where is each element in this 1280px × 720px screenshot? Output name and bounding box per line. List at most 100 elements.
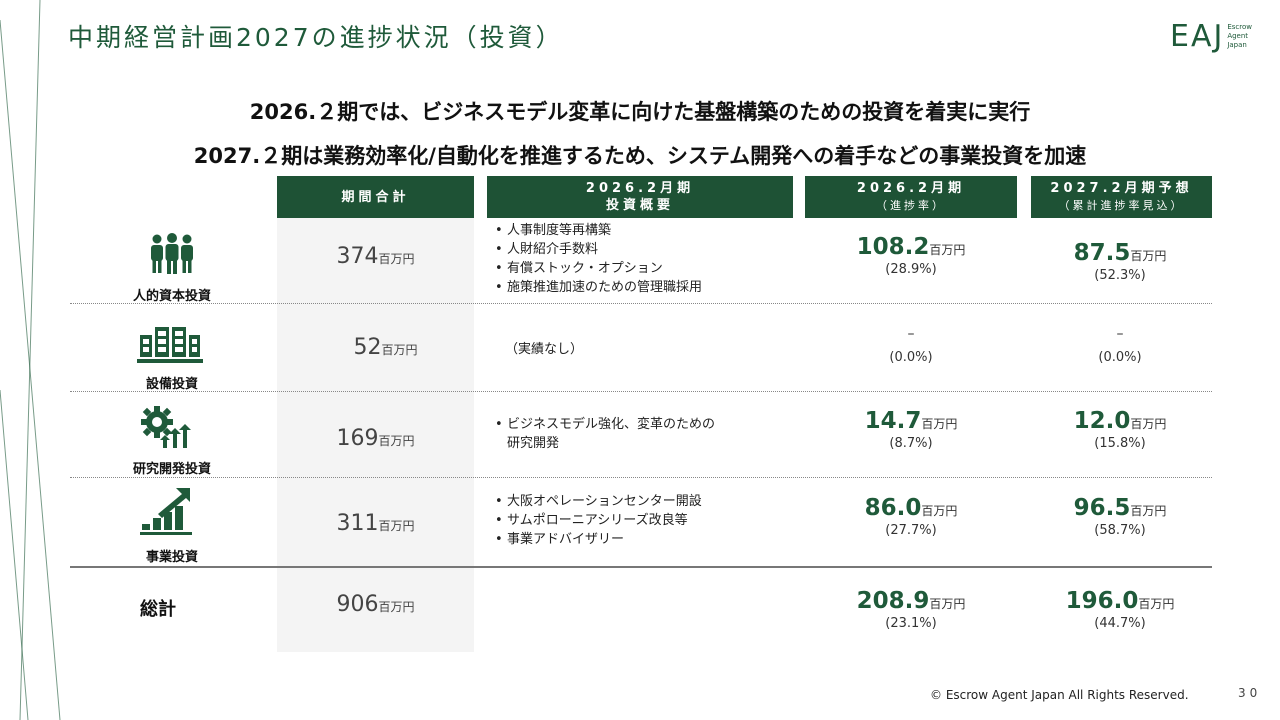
grand-total-label: 総計 [140,599,176,620]
gear-arrows-icon [141,406,191,448]
column-header-overview-line1: 2026.2月期 [585,181,695,196]
progress-rate: (8.7%) [889,436,933,451]
total-column-background [277,218,474,652]
fy2027-rnd: 12.0百万円 (15.8%) [1020,408,1220,451]
row-label-human-capital: 人的資本投資 [132,289,211,304]
value: 196.0 [1065,588,1139,614]
fy2026-grand-total: 208.9百万円 (23.1%) [805,588,1017,631]
overview-rnd: ビジネスモデル強化、変革のための 研究開発 [495,415,715,453]
column-header-fy2026-line2: （進捗率） [876,199,946,212]
row-label-business: 事業投資 [145,550,198,565]
fy2027-equipment: – (0.0%) [1020,326,1220,365]
unit: 百万円 [1130,249,1167,263]
list-item: 人財紹介手数料 [495,240,702,259]
page-title: 中期経営計画2027の進捗状況（投資） [68,23,564,52]
progress-rate: (27.7%) [885,523,937,538]
column-header-overview: 2026.2月期 投資概要 [487,176,793,218]
row-label-rnd: 研究開発投資 [132,462,211,477]
overview-business: 大阪オペレーションセンター開設 サムポローニアシリーズ改良等 事業アドバイザリー [495,492,702,549]
value: 208.9 [856,588,930,614]
column-header-fy2027-line1: 2027.2月期予想 [1050,181,1193,196]
fy2026-business: 86.0百万円 (27.7%) [805,495,1017,538]
column-header-fy2027-line2: （累計進捗率見込） [1058,199,1185,212]
column-header-overview-line2: 投資概要 [605,198,674,213]
value: 14.7 [864,408,922,434]
logo-sub-2: Agent [1227,32,1249,40]
unit: 百万円 [1130,504,1167,518]
column-header-fy2027: 2027.2月期予想 （累計進捗率見込） [1031,176,1212,218]
list-item: 事業アドバイザリー [495,530,702,549]
row-total-rnd: 169百万円 [277,426,474,451]
unit: 百万円 [921,417,958,431]
fy2026-equipment: – (0.0%) [805,326,1017,365]
row-label-equipment: 設備投資 [145,377,198,392]
growth-chart-icon [140,488,192,535]
unit: 百万円 [929,597,966,611]
progress-rate: (28.9%) [885,262,937,277]
logo-subtext: Escrow Agent Japan [1227,23,1252,50]
value: 87.5 [1073,240,1131,266]
company-logo: EAJ Escrow Agent Japan [1170,20,1252,54]
row-divider [70,303,1212,304]
logo-sub-1: Escrow [1227,23,1252,31]
value: 108.2 [856,234,930,260]
headline-1: 2026.２期では、ビジネスモデル変革に向けた基盤構築のための投資を着実に実行 [249,100,1031,124]
building-icon [137,327,203,363]
unit: 百万円 [1130,417,1167,431]
total-value: 906 [336,592,379,617]
value: 96.5 [1073,495,1131,521]
list-item: 大阪オペレーションセンター開設 [495,492,702,511]
unit: 百万円 [381,343,418,357]
list-item: 施策推進加速のための管理職採用 [495,278,702,297]
page-number: 30 [1238,686,1262,700]
progress-rate: (0.0%) [889,350,933,365]
overview-human-capital: 人事制度等再構築 人財紹介手数料 有償ストック・オプション 施策推進加速のための… [495,221,702,297]
progress-rate: (23.1%) [885,616,937,631]
unit: 百万円 [1138,597,1175,611]
copyright-footer: © Escrow Agent Japan All Rights Reserved… [930,688,1189,702]
unit: 百万円 [378,519,415,533]
unit: 百万円 [378,252,415,266]
list-item: サムポローニアシリーズ改良等 [495,511,702,530]
list-item: 人事制度等再構築 [495,221,702,240]
logo-mark: EAJ [1170,19,1225,54]
list-item-continued: 研究開発 [507,436,560,451]
row-total-business: 311百万円 [277,511,474,536]
total-value: 52 [353,335,382,360]
value: 12.0 [1073,408,1131,434]
row-divider [70,391,1212,392]
progress-rate: (52.3%) [1094,268,1146,283]
overview-equipment: （実績なし） [505,342,584,357]
row-total-human-capital: 374百万円 [277,244,474,269]
row-divider [70,477,1212,478]
fy2027-human-capital: 87.5百万円 (52.3%) [1020,240,1220,283]
fy2027-business: 96.5百万円 (58.7%) [1020,495,1220,538]
list-item: ビジネスモデル強化、変革のための [495,415,715,434]
total-divider [70,566,1212,568]
value: – [1116,326,1124,342]
progress-rate: (44.7%) [1094,616,1146,631]
fy2026-rnd: 14.7百万円 (8.7%) [805,408,1017,451]
headline-2: 2027.２期は業務効率化/自動化を推進するため、システム開発への着手などの事業… [193,144,1087,168]
column-header-fy2026: 2026.2月期 （進捗率） [805,176,1017,218]
progress-rate: (15.8%) [1094,436,1146,451]
total-value: 311 [336,511,379,536]
unit: 百万円 [378,434,415,448]
column-header-total: 期間合計 [277,176,474,218]
column-header-fy2026-line1: 2026.2月期 [856,181,966,196]
total-value: 374 [336,244,379,269]
fy2026-human-capital: 108.2百万円 (28.9%) [805,234,1017,277]
column-header-total-label: 期間合計 [341,189,410,205]
value: 86.0 [864,495,922,521]
row-total-equipment: 52百万円 [277,335,474,360]
progress-rate: (58.7%) [1094,523,1146,538]
list-item: 有償ストック・オプション [495,259,702,278]
people-icon [151,233,193,274]
unit: 百万円 [378,600,415,614]
logo-sub-3: Japan [1227,41,1247,49]
unit: 百万円 [929,243,966,257]
progress-rate: (0.0%) [1098,350,1142,365]
grand-total-value-cell: 906百万円 [277,592,474,617]
value: – [907,326,915,342]
total-value: 169 [336,426,379,451]
